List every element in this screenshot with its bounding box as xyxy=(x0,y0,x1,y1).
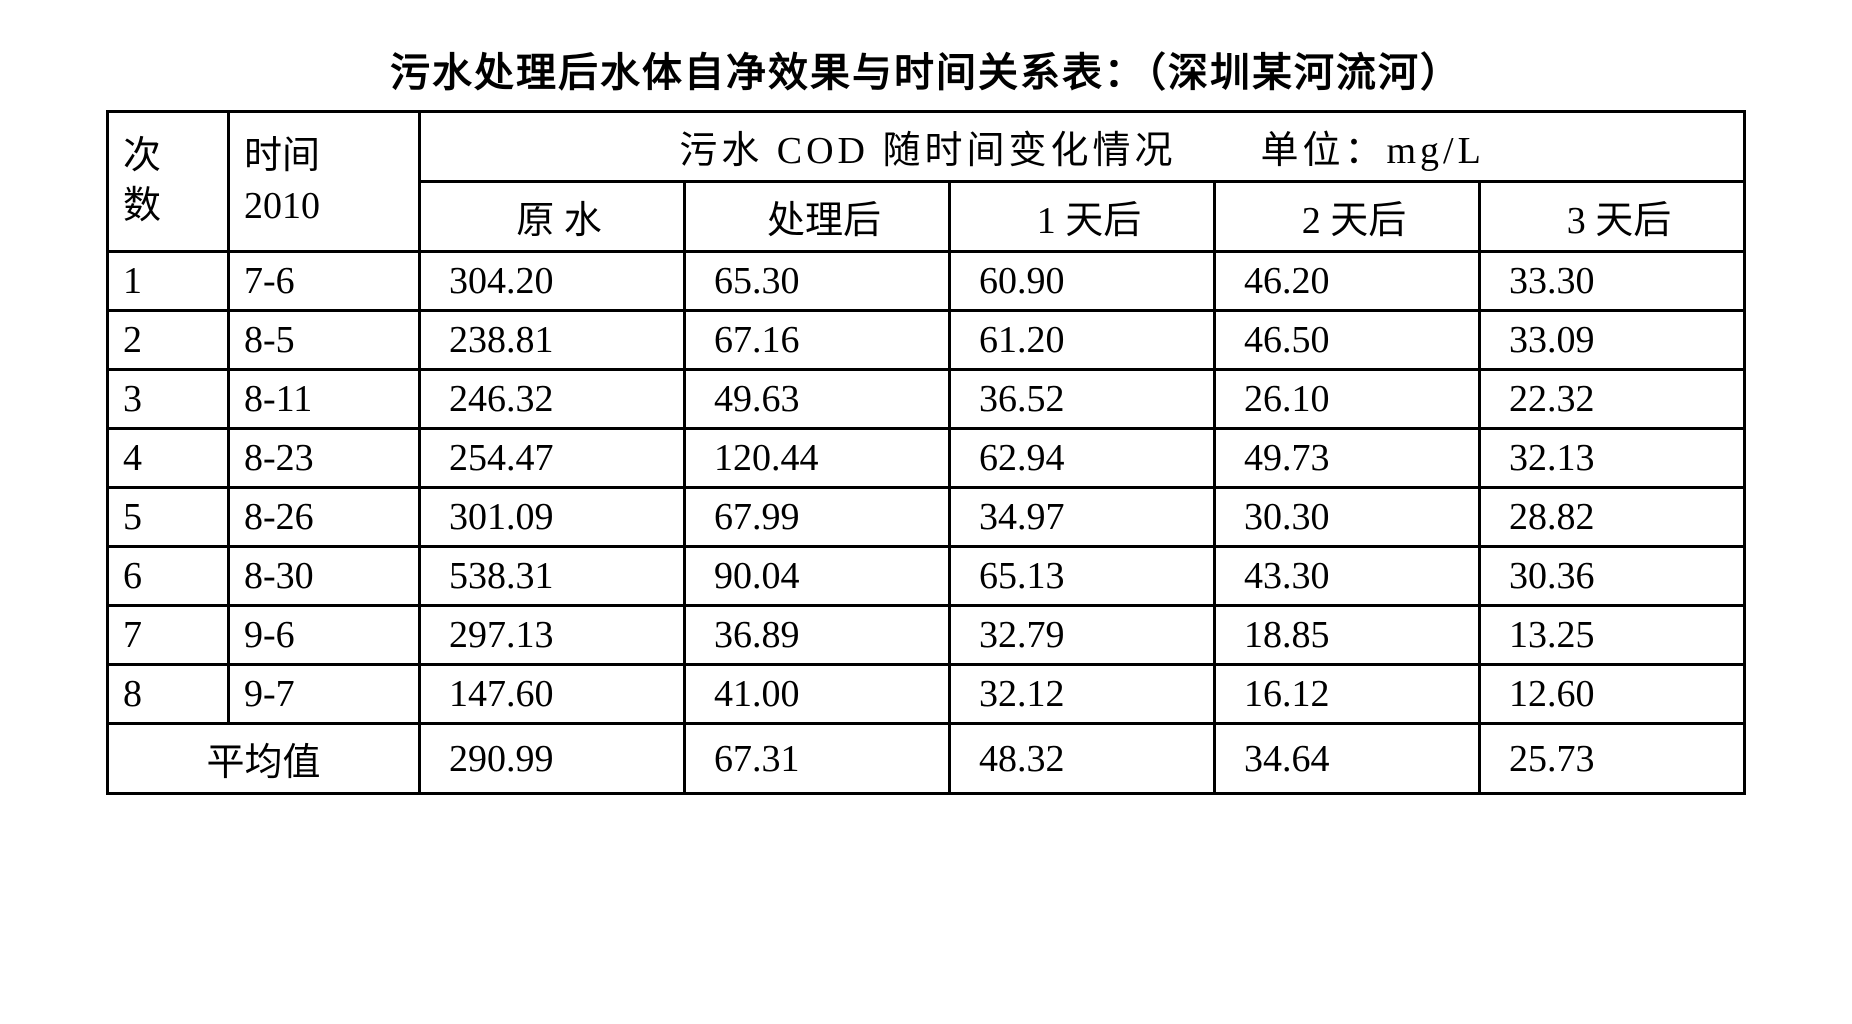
cell-val: 304.20 xyxy=(420,252,685,311)
cell-val: 246.32 xyxy=(420,370,685,429)
cell-val: 46.20 xyxy=(1215,252,1480,311)
table-row: 7 9-6 297.13 36.89 32.79 18.85 13.25 xyxy=(108,606,1745,665)
header-sub-0: 原 水 xyxy=(420,182,685,252)
cell-date: 8-11 xyxy=(229,370,420,429)
cell-val: 67.99 xyxy=(685,488,950,547)
table-row: 4 8-23 254.47 120.44 62.94 49.73 32.13 xyxy=(108,429,1745,488)
cell-val: 18.85 xyxy=(1215,606,1480,665)
cell-seq: 6 xyxy=(108,547,229,606)
cell-val: 43.30 xyxy=(1215,547,1480,606)
cell-val: 16.12 xyxy=(1215,665,1480,724)
cell-val: 32.13 xyxy=(1480,429,1745,488)
cell-val: 238.81 xyxy=(420,311,685,370)
cell-val: 32.79 xyxy=(950,606,1215,665)
cell-seq: 8 xyxy=(108,665,229,724)
cell-val: 120.44 xyxy=(685,429,950,488)
cell-val: 22.32 xyxy=(1480,370,1745,429)
cell-seq: 5 xyxy=(108,488,229,547)
header-sub-2: 1 天后 xyxy=(950,182,1215,252)
cell-val: 30.36 xyxy=(1480,547,1745,606)
cell-date: 8-23 xyxy=(229,429,420,488)
cell-val: 61.20 xyxy=(950,311,1215,370)
cell-seq: 7 xyxy=(108,606,229,665)
cell-val: 147.60 xyxy=(420,665,685,724)
avg-val: 34.64 xyxy=(1215,724,1480,794)
cell-seq: 2 xyxy=(108,311,229,370)
header-date: 时间2010 xyxy=(229,112,420,252)
cell-date: 9-6 xyxy=(229,606,420,665)
header-sub-1: 处理后 xyxy=(685,182,950,252)
cell-val: 297.13 xyxy=(420,606,685,665)
cell-date: 9-7 xyxy=(229,665,420,724)
cell-val: 33.30 xyxy=(1480,252,1745,311)
cell-val: 49.73 xyxy=(1215,429,1480,488)
header-sub-3: 2 天后 xyxy=(1215,182,1480,252)
cell-val: 301.09 xyxy=(420,488,685,547)
table-row: 1 7-6 304.20 65.30 60.90 46.20 33.30 xyxy=(108,252,1745,311)
table-row: 5 8-26 301.09 67.99 34.97 30.30 28.82 xyxy=(108,488,1745,547)
avg-row: 平均值 290.99 67.31 48.32 34.64 25.73 xyxy=(108,724,1745,794)
cell-seq: 3 xyxy=(108,370,229,429)
cell-val: 26.10 xyxy=(1215,370,1480,429)
cell-val: 65.13 xyxy=(950,547,1215,606)
table-row: 2 8-5 238.81 67.16 61.20 46.50 33.09 xyxy=(108,311,1745,370)
cell-val: 12.60 xyxy=(1480,665,1745,724)
cell-seq: 4 xyxy=(108,429,229,488)
cell-val: 46.50 xyxy=(1215,311,1480,370)
cell-date: 8-30 xyxy=(229,547,420,606)
avg-val: 290.99 xyxy=(420,724,685,794)
table-row: 6 8-30 538.31 90.04 65.13 43.30 30.36 xyxy=(108,547,1745,606)
cell-val: 65.30 xyxy=(685,252,950,311)
cell-val: 67.16 xyxy=(685,311,950,370)
cell-val: 60.90 xyxy=(950,252,1215,311)
data-table: 次数 时间2010 污水 COD 随时间变化情况 单位：mg/L 原 水 处理后… xyxy=(106,110,1746,795)
cell-val: 90.04 xyxy=(685,547,950,606)
cell-val: 30.30 xyxy=(1215,488,1480,547)
cell-val: 41.00 xyxy=(685,665,950,724)
avg-val: 67.31 xyxy=(685,724,950,794)
cell-val: 34.97 xyxy=(950,488,1215,547)
cell-seq: 1 xyxy=(108,252,229,311)
header-row-1: 次数 时间2010 污水 COD 随时间变化情况 单位：mg/L xyxy=(108,112,1745,182)
header-sub-4: 3 天后 xyxy=(1480,182,1745,252)
cell-date: 8-26 xyxy=(229,488,420,547)
header-seq: 次数 xyxy=(108,112,229,252)
table-row: 8 9-7 147.60 41.00 32.12 16.12 12.60 xyxy=(108,665,1745,724)
avg-label: 平均值 xyxy=(108,724,420,794)
cell-val: 538.31 xyxy=(420,547,685,606)
cell-val: 62.94 xyxy=(950,429,1215,488)
cell-val: 36.89 xyxy=(685,606,950,665)
cell-val: 32.12 xyxy=(950,665,1215,724)
cell-date: 8-5 xyxy=(229,311,420,370)
cell-val: 33.09 xyxy=(1480,311,1745,370)
table-title: 污水处理后水体自净效果与时间关系表：（深圳某河流河） xyxy=(390,40,1462,98)
cell-date: 7-6 xyxy=(229,252,420,311)
cell-val: 28.82 xyxy=(1480,488,1745,547)
cell-val: 49.63 xyxy=(685,370,950,429)
header-span: 污水 COD 随时间变化情况 单位：mg/L xyxy=(420,112,1745,182)
table-row: 3 8-11 246.32 49.63 36.52 26.10 22.32 xyxy=(108,370,1745,429)
avg-val: 48.32 xyxy=(950,724,1215,794)
avg-val: 25.73 xyxy=(1480,724,1745,794)
cell-val: 13.25 xyxy=(1480,606,1745,665)
cell-val: 36.52 xyxy=(950,370,1215,429)
table-body: 1 7-6 304.20 65.30 60.90 46.20 33.30 2 8… xyxy=(108,252,1745,794)
cell-val: 254.47 xyxy=(420,429,685,488)
